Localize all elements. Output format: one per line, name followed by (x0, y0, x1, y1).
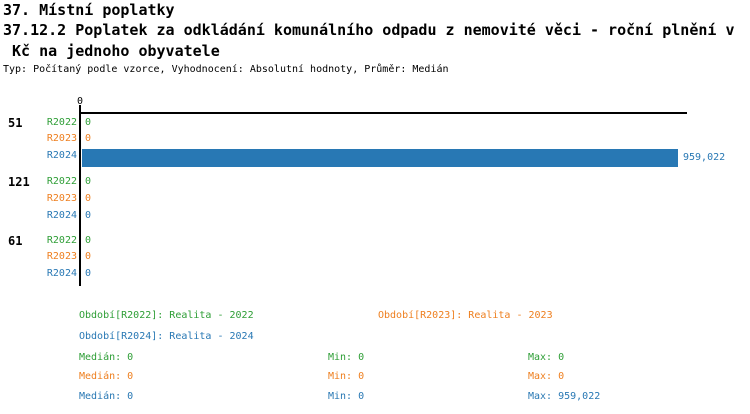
stat-max-r2023: Max: 0 (528, 371, 565, 382)
bar-r2024-group-51 (82, 149, 678, 167)
bar-value-label: 0 (85, 193, 92, 204)
bar-value-label: 0 (85, 210, 92, 221)
series-label: R2023 (46, 251, 77, 262)
series-label: R2022 (46, 117, 77, 128)
series-label: R2024 (46, 150, 77, 161)
bar-value-label: 0 (85, 235, 92, 246)
bar-value-label: 959,022 (683, 152, 726, 163)
stat-median-r2024: Medián: 0 (79, 391, 134, 402)
chart-subtitle-line2: Kč na jednoho obyvatele (3, 42, 220, 60)
legend-item-r2022: Období[R2022]: Realita - 2022 (79, 310, 254, 321)
stat-min-r2022: Min: 0 (328, 352, 365, 363)
legend-item-r2024: Období[R2024]: Realita - 2024 (79, 331, 254, 342)
group-label: 121 (8, 175, 30, 189)
chart-subtitle-line1: 37.12.2 Poplatek za odkládání komunálníh… (3, 21, 735, 39)
x-axis-line (79, 112, 687, 114)
y-axis-line (79, 105, 81, 286)
stat-max-r2022: Max: 0 (528, 352, 565, 363)
bar-value-label: 0 (85, 117, 92, 128)
stat-median-r2022: Medián: 0 (79, 352, 134, 363)
bar-value-label: 0 (85, 176, 92, 187)
bar-value-label: 0 (85, 133, 92, 144)
series-label: R2024 (46, 268, 77, 279)
series-label: R2022 (46, 176, 77, 187)
series-label: R2022 (46, 235, 77, 246)
stat-max-r2024: Max: 959,022 (528, 391, 601, 402)
bar-value-label: 0 (85, 268, 92, 279)
legend-item-r2023: Období[R2023]: Realita - 2023 (378, 310, 553, 321)
group-label: 61 (8, 234, 23, 248)
stat-min-r2023: Min: 0 (328, 371, 365, 382)
series-label: R2023 (46, 133, 77, 144)
stat-median-r2023: Medián: 0 (79, 371, 134, 382)
chart-meta-line: Typ: Počítaný podle vzorce, Vyhodnocení:… (3, 64, 449, 75)
series-label: R2023 (46, 193, 77, 204)
series-label: R2024 (46, 210, 77, 221)
group-label: 51 (8, 116, 23, 130)
bar-value-label: 0 (85, 251, 92, 262)
chart-title: 37. Místní poplatky (3, 1, 175, 19)
x-axis-tick-label: 0 (76, 96, 84, 107)
stat-min-r2024: Min: 0 (328, 391, 365, 402)
